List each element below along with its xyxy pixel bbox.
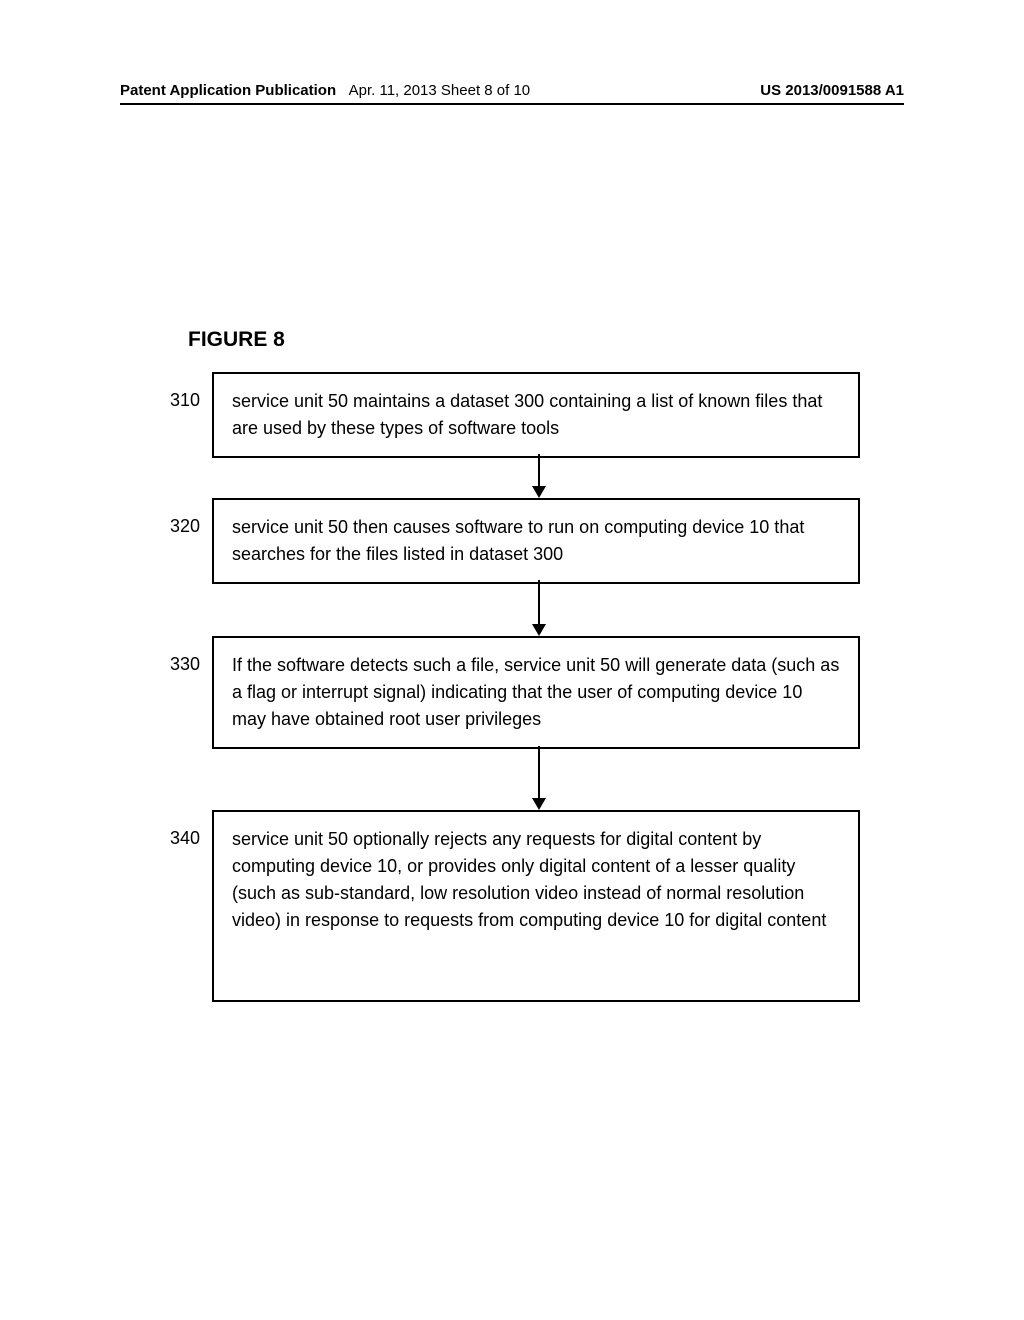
step-310-label: 310 [160,372,200,411]
step-320-text: service unit 50 then causes software to … [232,517,804,564]
step-310-row: 310 service unit 50 maintains a dataset … [160,372,860,458]
step-330-label: 330 [160,636,200,675]
step-340-row: 340 service unit 50 optionally rejects a… [160,810,860,1002]
header-patent-number: US 2013/0091588 A1 [760,82,904,99]
page-header: Patent Application Publication Apr. 11, … [120,82,904,105]
step-340-label: 340 [160,810,200,849]
step-330-row: 330 If the software detects such a file,… [160,636,860,749]
header-publication: Patent Application Publication [120,82,336,99]
step-320-label: 320 [160,498,200,537]
arrow-320-to-330 [538,580,540,634]
arrow-330-to-340 [538,746,540,808]
figure-title: FIGURE 8 [188,328,285,352]
arrow-310-to-320 [538,454,540,496]
step-340-text: service unit 50 optionally rejects any r… [232,829,826,930]
step-310-box: service unit 50 maintains a dataset 300 … [212,372,860,458]
header-date-sheet: Apr. 11, 2013 Sheet 8 of 10 [349,82,531,99]
step-340-box: service unit 50 optionally rejects any r… [212,810,860,1002]
step-330-text: If the software detects such a file, ser… [232,655,839,729]
step-320-box: service unit 50 then causes software to … [212,498,860,584]
step-320-row: 320 service unit 50 then causes software… [160,498,860,584]
step-330-box: If the software detects such a file, ser… [212,636,860,749]
step-310-text: service unit 50 maintains a dataset 300 … [232,391,822,438]
